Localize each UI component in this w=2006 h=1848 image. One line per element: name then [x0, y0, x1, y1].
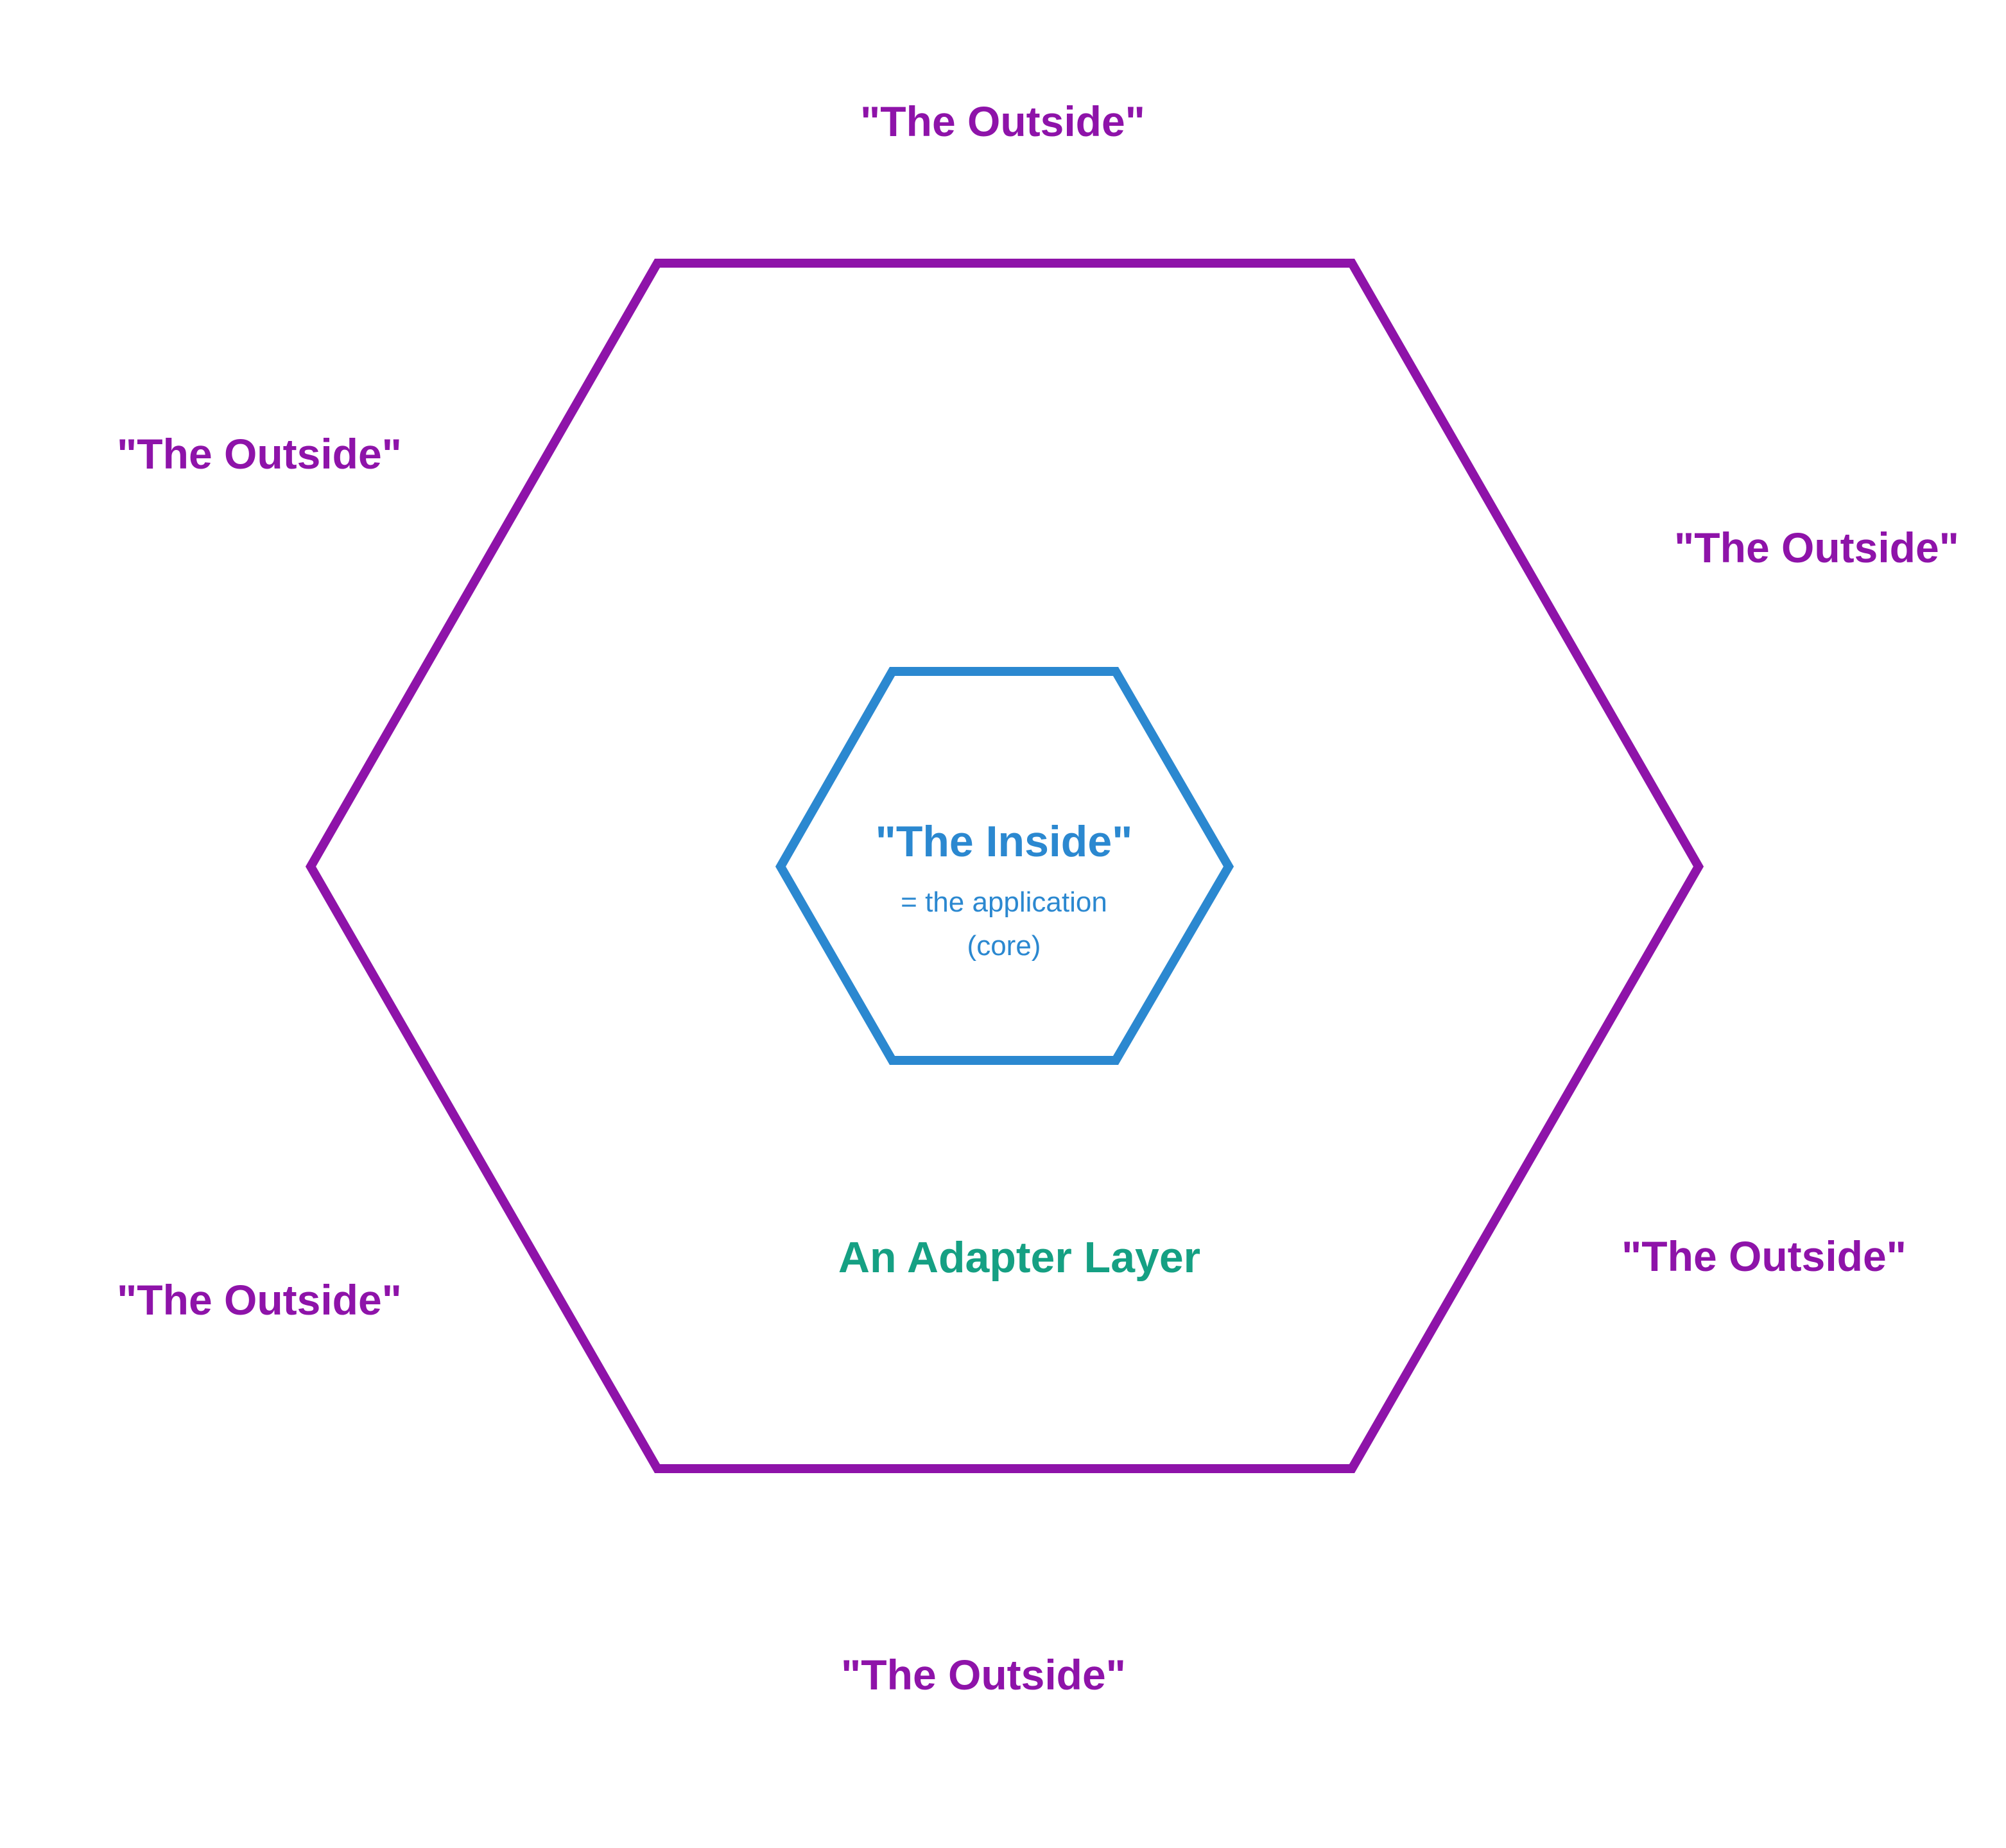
outside-label-lower-right: "The Outside"	[1621, 1232, 1907, 1280]
inside-subtitle-line2: (core)	[967, 930, 1041, 962]
outside-label-lower-left: "The Outside"	[117, 1276, 402, 1324]
inner-hexagon	[775, 667, 1234, 1065]
outside-label-upper-left: "The Outside"	[117, 430, 402, 478]
outside-label-upper-right: "The Outside"	[1674, 524, 1959, 571]
inside-title: "The Inside"	[876, 817, 1133, 866]
outer-hexagon	[305, 259, 1704, 1473]
outside-label-top: "The Outside"	[860, 98, 1145, 145]
outside-label-bottom: "The Outside"	[841, 1651, 1126, 1698]
adapter-layer-label: An Adapter Layer	[838, 1233, 1200, 1282]
inside-subtitle-line1: = the application	[901, 886, 1107, 918]
